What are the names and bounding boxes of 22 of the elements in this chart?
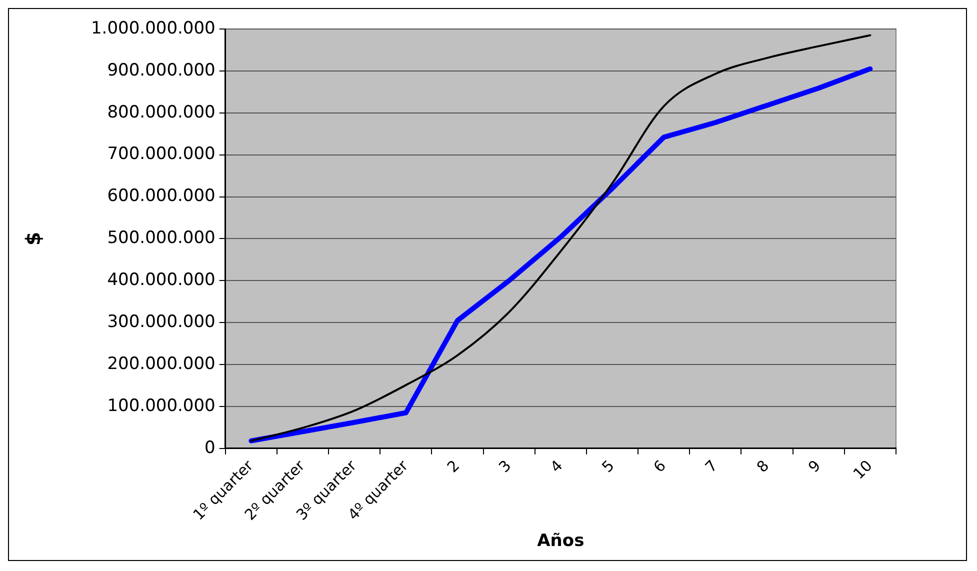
y-tick-label: 900.000.000 [107,60,216,80]
x-tick-label: 9 [804,456,824,476]
x-tick-label: 5 [598,456,618,476]
y-tick-label: 300.000.000 [107,312,216,332]
y-tick-label: 500.000.000 [107,228,216,248]
x-tick-label: 6 [650,456,670,476]
y-tick-label: 700.000.000 [107,144,216,164]
y-tick-label: 400.000.000 [107,270,216,290]
y-tick-label: 1.000.000.000 [90,18,216,38]
x-tick-label: 4 [546,456,566,476]
x-axis-title: Años [537,531,584,552]
x-tick-label: 8 [753,456,773,476]
x-tick-label: 10 [850,456,876,483]
x-tick-label: 2 [444,456,464,476]
y-tick-label: 800.000.000 [107,102,216,122]
y-tick-label: 200.000.000 [107,354,216,374]
x-tick-label: 7 [702,456,722,476]
x-tick-label: 3 [495,456,515,476]
y-tick-label: 0 [204,438,216,458]
y-axis-title: $ [21,232,46,246]
y-tick-label: 600.000.000 [107,186,216,206]
y-tick-label: 100.000.000 [107,396,216,416]
